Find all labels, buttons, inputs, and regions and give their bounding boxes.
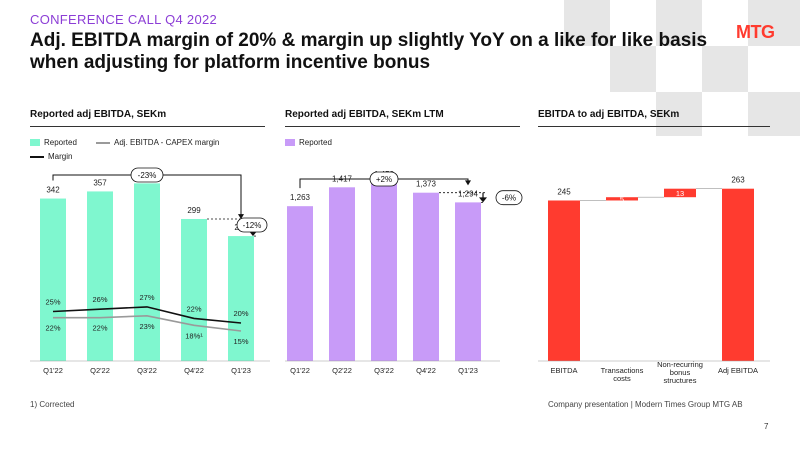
panel3-rule bbox=[538, 126, 770, 127]
bar-ltm-1 bbox=[329, 187, 355, 361]
value-label-1: 357 bbox=[93, 178, 107, 187]
line-capex-margin bbox=[53, 314, 242, 332]
value-label-0: 1,263 bbox=[290, 193, 311, 202]
x-tick-label-3: Adj EBITDA bbox=[718, 366, 758, 375]
value-label-1: 5 bbox=[620, 195, 624, 204]
decorative-square bbox=[610, 46, 656, 92]
margin-label-3: 22% bbox=[186, 304, 201, 313]
change-arrowhead bbox=[479, 197, 487, 203]
chart-ebitda-waterfall: 245 5 13 263 EBITDA Transactions costs Non-recu… bbox=[538, 176, 770, 385]
bar-reported-0 bbox=[40, 198, 66, 361]
capex-margin-label-4: 15% bbox=[233, 337, 248, 346]
panel2-rule bbox=[285, 126, 520, 127]
bracket-arrowhead bbox=[465, 180, 471, 186]
bracket-pill bbox=[130, 167, 164, 183]
margin-label-0: 25% bbox=[45, 298, 60, 307]
panel1-title: Reported adj EBITDA, SEKm bbox=[30, 109, 167, 120]
capex-margin-label-2: 23% bbox=[139, 322, 154, 331]
x-tick-label-1: Transactions costs bbox=[601, 366, 644, 383]
bar-ebitda bbox=[548, 200, 580, 361]
panel1-rule bbox=[30, 126, 265, 127]
change-label: -6% bbox=[502, 194, 516, 203]
value-label-3: 263 bbox=[731, 176, 745, 185]
capex-margin-label-1: 22% bbox=[92, 324, 107, 333]
bar-ltm-3 bbox=[413, 192, 439, 361]
bar-ltm-4 bbox=[455, 202, 481, 361]
legend-label-reported: Reported bbox=[44, 138, 77, 147]
line-margin bbox=[52, 306, 242, 324]
x-tick-label-0: Q1'22 bbox=[43, 366, 63, 375]
bar-reported-2 bbox=[134, 183, 160, 361]
bracket-arrowhead bbox=[238, 214, 244, 220]
x-tick-label-3: Q4'22 bbox=[416, 366, 436, 375]
legend-reported: Reported bbox=[30, 138, 77, 147]
panel3-title: EBITDA to adj EBITDA, SEKm bbox=[538, 109, 680, 120]
page-number: 7 bbox=[764, 422, 769, 431]
legend-swatch-reported bbox=[30, 139, 40, 146]
x-tick-label-3: Q4'22 bbox=[184, 366, 204, 375]
bar-ltm-0 bbox=[287, 206, 313, 361]
legend-margin: Margin bbox=[30, 152, 72, 161]
value-label-0: 342 bbox=[46, 186, 60, 195]
bar-reported-1 bbox=[87, 191, 113, 361]
page-title: Adj. EBITDA margin of 20% & margin up sl… bbox=[30, 30, 708, 73]
capex-margin-label-0: 22% bbox=[45, 324, 60, 333]
margin-label-1: 26% bbox=[92, 295, 107, 304]
decorative-square bbox=[748, 0, 800, 46]
legend-swatch-ltm bbox=[285, 139, 295, 146]
decorative-square bbox=[656, 92, 702, 136]
x-tick-label-2: Q3'22 bbox=[137, 366, 157, 375]
x-tick-label-0: Q1'22 bbox=[290, 366, 310, 375]
legend-reported-ltm: Reported bbox=[285, 138, 332, 147]
change-pill bbox=[495, 190, 523, 206]
change-pill bbox=[236, 217, 268, 233]
bar-adj-ebitda bbox=[722, 188, 754, 361]
value-label-3: 299 bbox=[187, 206, 201, 215]
x-tick-label-4: Q1'23 bbox=[458, 366, 478, 375]
x-tick-label-2: Q3'22 bbox=[374, 366, 394, 375]
decorative-square bbox=[564, 0, 610, 46]
bar-ltm-2 bbox=[371, 183, 397, 361]
x-tick-label-1: Q2'22 bbox=[332, 366, 352, 375]
capex-margin-label-3: 18%¹ bbox=[185, 331, 203, 340]
bar-reported-4 bbox=[228, 236, 254, 361]
decorative-square bbox=[656, 0, 702, 46]
footnote: 1) Corrected bbox=[30, 400, 75, 409]
legend-label-capex: Adj. EBITDA - CAPEX margin bbox=[114, 138, 220, 147]
legend-capex: Adj. EBITDA - CAPEX margin bbox=[96, 138, 219, 147]
value-label-4: 1,294 bbox=[458, 189, 479, 198]
x-tick-label-4: Q1'23 bbox=[231, 366, 251, 375]
value-label-2: 13 bbox=[676, 189, 684, 198]
legend-label-ltm: Reported bbox=[299, 138, 332, 147]
x-tick-label-2: Non-recurring bonus structures bbox=[657, 360, 703, 385]
chart-adj-ebitda-ltm: 1,263Q1'221,417Q2'221,452Q3'221,373Q4'22… bbox=[285, 170, 523, 375]
legend-line-capex bbox=[96, 141, 110, 144]
chart-reported-adj-ebitda: 342Q1'22357Q2'22374Q3'22299Q4'22263Q1'23… bbox=[30, 167, 270, 375]
decorative-square bbox=[748, 92, 800, 136]
source-note: Company presentation | Modern Times Grou… bbox=[548, 400, 743, 409]
x-tick-label-1: Q2'22 bbox=[90, 366, 110, 375]
bar-reported-3 bbox=[181, 218, 207, 361]
value-label-3: 1,373 bbox=[416, 180, 437, 189]
bracket-pill bbox=[369, 171, 399, 187]
x-tick-label-0: EBITDA bbox=[550, 366, 577, 375]
bar-nonrecurring-bonus bbox=[664, 188, 696, 198]
value-label-0: 245 bbox=[557, 187, 571, 196]
margin-label-4: 20% bbox=[233, 309, 248, 318]
kicker: CONFERENCE CALL Q4 2022 bbox=[30, 12, 218, 27]
decorative-square bbox=[702, 46, 748, 92]
change-label: -12% bbox=[243, 221, 262, 230]
margin-label-2: 27% bbox=[139, 293, 154, 302]
bracket-label: -23% bbox=[138, 171, 157, 180]
bar-transaction-costs bbox=[606, 197, 638, 201]
bracket-label: +2% bbox=[376, 175, 392, 184]
panel2-title: Reported adj EBITDA, SEKm LTM bbox=[285, 109, 444, 120]
mtg-logo: MTG bbox=[736, 22, 775, 42]
legend-line-margin bbox=[30, 155, 44, 158]
legend-label-margin: Margin bbox=[48, 152, 73, 161]
